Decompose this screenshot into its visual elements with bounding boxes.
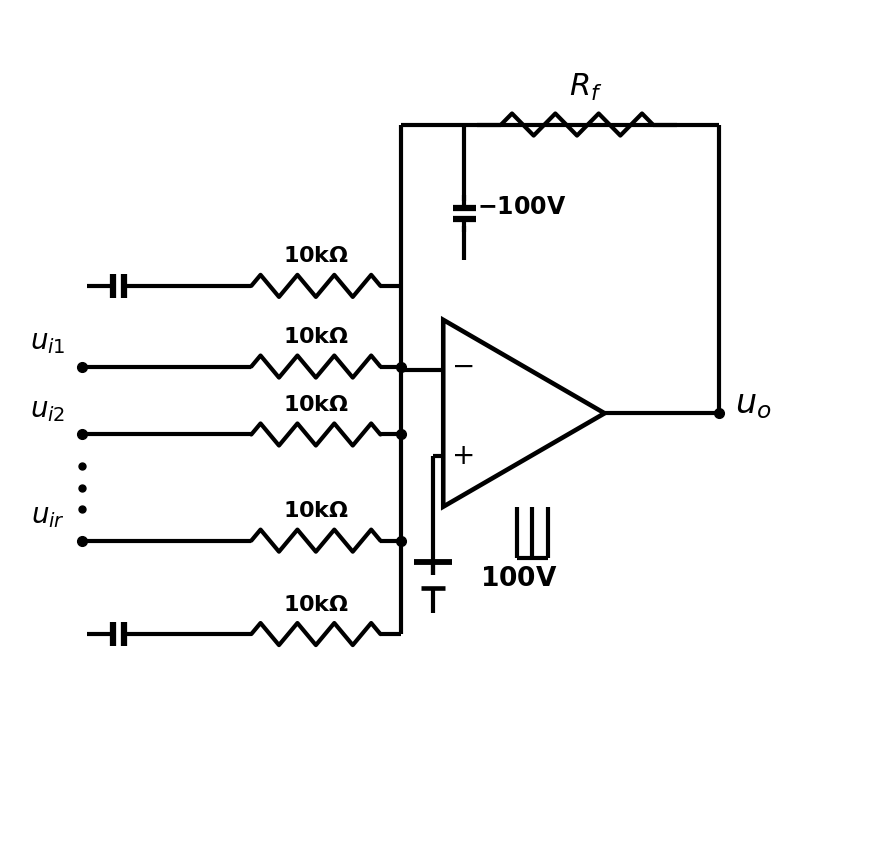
Text: $\mathbf{-100V}$: $\mathbf{-100V}$ — [477, 195, 566, 219]
Text: $-$: $-$ — [450, 352, 473, 380]
Text: $\mathbf{10k\Omega}$: $\mathbf{10k\Omega}$ — [282, 595, 348, 614]
Text: $u_o$: $u_o$ — [734, 389, 770, 421]
Text: $\mathbf{10k\Omega}$: $\mathbf{10k\Omega}$ — [282, 246, 348, 267]
Text: $\mathbf{10k\Omega}$: $\mathbf{10k\Omega}$ — [282, 501, 348, 521]
Text: $+$: $+$ — [450, 442, 473, 470]
Text: $\mathbf{10k\Omega}$: $\mathbf{10k\Omega}$ — [282, 327, 348, 347]
Text: $\mathbf{100V}$: $\mathbf{100V}$ — [479, 567, 557, 592]
Text: $u_{ir}$: $u_{ir}$ — [32, 503, 65, 531]
Text: $R_f$: $R_f$ — [568, 72, 602, 103]
Text: $u_{i1}$: $u_{i1}$ — [30, 328, 65, 356]
Text: $u_{i2}$: $u_{i2}$ — [30, 396, 65, 424]
Text: $\mathbf{10k\Omega}$: $\mathbf{10k\Omega}$ — [282, 395, 348, 415]
